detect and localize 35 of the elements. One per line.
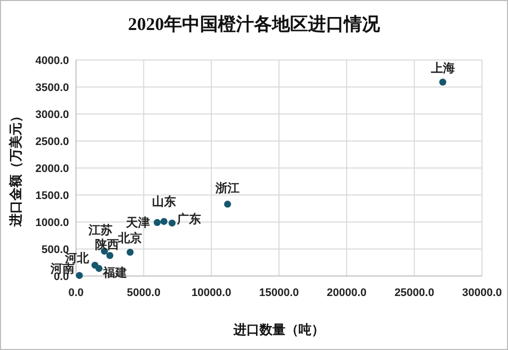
point: [439, 78, 446, 86]
point: [106, 252, 114, 259]
x-tick-label: 20000.0: [326, 287, 367, 299]
x-tick-label: 10000.0: [191, 287, 232, 299]
annotation: 广东: [176, 212, 202, 226]
annotation: 浙江: [214, 181, 240, 196]
y-tick-label: 3500.0: [35, 82, 69, 94]
y-tick-label: 1000.0: [35, 217, 69, 229]
point: [168, 220, 176, 227]
annotation: 上海: [430, 61, 455, 76]
annotation: 天津: [125, 216, 150, 230]
chart-title: 2020年中国橙汁各地区进口情况: [128, 14, 381, 34]
annotation: 北京: [117, 231, 142, 246]
annotation: 江苏: [87, 223, 112, 238]
y-tick-label: 1500.0: [35, 190, 69, 202]
x-tick-label: 15000.0: [259, 287, 299, 299]
y-tick-label: 4000.0: [35, 55, 69, 67]
point: [126, 248, 134, 256]
x-tick-label: 30000.0: [462, 287, 502, 299]
x-tick-label: 25000.0: [394, 287, 434, 299]
x-axis-title: 进口数量（吨）: [232, 322, 324, 337]
annotation: 陕西: [94, 237, 119, 252]
x-tick-label: 5000.0: [126, 287, 160, 299]
x-tick-label: 0.0: [68, 287, 84, 299]
annotation: 福建: [102, 265, 128, 280]
y-axis-title: 进口金额（万美元）: [8, 110, 23, 228]
point: [96, 264, 103, 272]
y-tick-label: 2500.0: [35, 136, 69, 148]
y-tick-label: 2000.0: [35, 163, 69, 175]
point: [160, 218, 168, 225]
annotation: 山东: [152, 194, 176, 208]
point: [224, 200, 232, 208]
point: [76, 272, 83, 279]
y-tick-label: 3000.0: [35, 109, 69, 121]
point: [154, 219, 161, 226]
